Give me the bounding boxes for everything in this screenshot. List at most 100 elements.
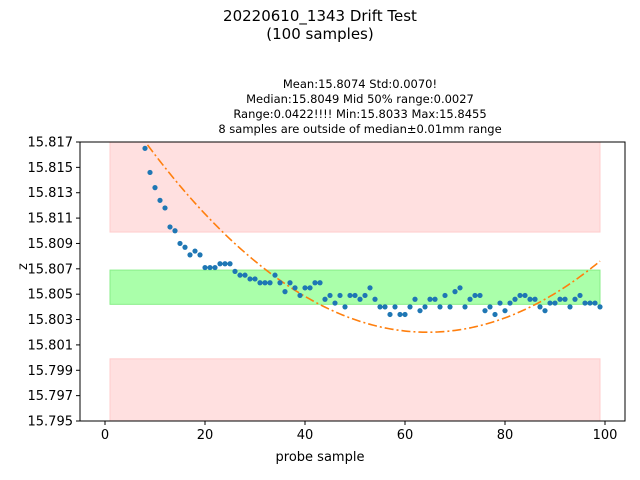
- y-axis-label: z: [16, 263, 31, 270]
- data-point: [522, 292, 528, 299]
- data-point: [267, 280, 273, 286]
- data-point: [527, 296, 533, 302]
- data-point: [392, 304, 398, 310]
- data-point: [337, 292, 343, 299]
- y-tick-label: 15.803: [28, 313, 74, 328]
- data-point: [472, 292, 478, 299]
- y-tick-label: 15.797: [28, 389, 74, 404]
- y-tick-label: 15.799: [28, 364, 74, 379]
- x-tick-label: 80: [497, 428, 514, 443]
- y-tick-label: 15.817: [28, 136, 74, 151]
- data-point: [282, 289, 288, 295]
- data-point: [187, 252, 193, 258]
- axes-layer: 0 20 40 60 80 100 15.795 15.797 15.799 15.801 15.8…: [28, 136, 626, 443]
- y-tick-label: 15.811: [28, 212, 74, 227]
- stats-line-3: Range:0.0422!!!! Min:15.8033 Max:15.8455: [233, 107, 487, 121]
- data-point: [422, 304, 428, 310]
- data-point: [382, 304, 388, 310]
- fit-curve: [146, 144, 601, 334]
- data-point: [212, 264, 218, 271]
- data-point: [402, 311, 408, 318]
- data-point: [507, 300, 513, 306]
- data-point: [332, 300, 338, 306]
- data-point: [162, 205, 168, 211]
- data-point: [452, 289, 458, 295]
- data-point: [572, 296, 578, 302]
- data-point: [152, 185, 158, 191]
- data-point: [447, 304, 453, 310]
- outer-tolerance-band: [109, 358, 601, 422]
- data-point: [482, 308, 488, 314]
- stats-line-4: 8 samples are outside of median±0.01mm r…: [218, 122, 502, 136]
- data-point: [362, 292, 368, 299]
- chart-title: 20220610_1343 Drift Test: [223, 7, 417, 25]
- data-point: [552, 300, 558, 306]
- stats-line-2: Median:15.8049 Mid 50% range:0.0027: [246, 92, 474, 106]
- data-point: [467, 296, 473, 302]
- data-point: [502, 308, 508, 314]
- data-point: [567, 304, 573, 310]
- data-point: [457, 285, 463, 291]
- y-tick-label: 15.809: [28, 237, 74, 252]
- data-point: [272, 272, 278, 278]
- data-point: [367, 285, 373, 291]
- data-point: [377, 304, 383, 310]
- data-point: [237, 272, 243, 278]
- data-point: [497, 300, 503, 306]
- data-point: [177, 240, 183, 247]
- data-point: [317, 280, 323, 286]
- data-point: [437, 304, 443, 310]
- median-tolerance-band: [109, 269, 601, 305]
- data-point: [182, 244, 188, 250]
- data-point: [577, 292, 583, 299]
- data-point: [357, 296, 363, 302]
- data-point: [147, 169, 153, 176]
- data-point: [202, 264, 208, 271]
- y-tick-label: 15.813: [28, 186, 74, 201]
- data-point: [562, 296, 568, 302]
- y-tick-label: 15.805: [28, 288, 74, 303]
- data-point: [517, 292, 523, 299]
- data-point: [432, 296, 438, 302]
- data-point: [342, 304, 348, 310]
- data-point: [307, 285, 313, 291]
- x-tick-label: 40: [297, 428, 314, 443]
- plot-frame: [79, 141, 626, 422]
- data-point: [302, 285, 308, 291]
- data-point: [217, 261, 223, 267]
- data-point: [427, 296, 433, 302]
- data-point: [407, 304, 413, 310]
- data-point: [412, 296, 418, 302]
- data-point: [387, 311, 393, 318]
- data-point: [487, 304, 493, 310]
- data-point: [537, 304, 543, 310]
- band-layer: [109, 141, 601, 422]
- stats-line-1: Mean:15.8074 Std:0.0070!: [282, 77, 438, 91]
- y-tick-label: 15.807: [28, 262, 74, 277]
- data-point: [207, 264, 213, 271]
- outer-tolerance-band: [109, 141, 601, 233]
- data-point: [397, 311, 403, 318]
- x-tick-label: 20: [197, 428, 214, 443]
- x-tick-label: 0: [101, 428, 109, 443]
- data-point: [532, 296, 538, 302]
- data-point-layer: [142, 145, 603, 318]
- data-point: [312, 280, 318, 286]
- data-point: [597, 304, 603, 310]
- data-point: [157, 197, 163, 203]
- data-point: [167, 224, 173, 230]
- fit-curve-layer: [146, 144, 601, 334]
- data-point: [492, 311, 498, 318]
- data-point: [232, 268, 238, 274]
- data-point: [172, 228, 178, 234]
- data-point: [262, 280, 268, 286]
- y-tick-label: 15.801: [28, 338, 74, 353]
- data-point: [557, 296, 563, 302]
- y-tick-label: 15.795: [28, 415, 74, 430]
- data-point: [592, 300, 598, 306]
- data-point: [197, 252, 203, 258]
- data-point: [277, 280, 283, 286]
- data-point: [247, 276, 253, 282]
- data-point: [327, 292, 333, 299]
